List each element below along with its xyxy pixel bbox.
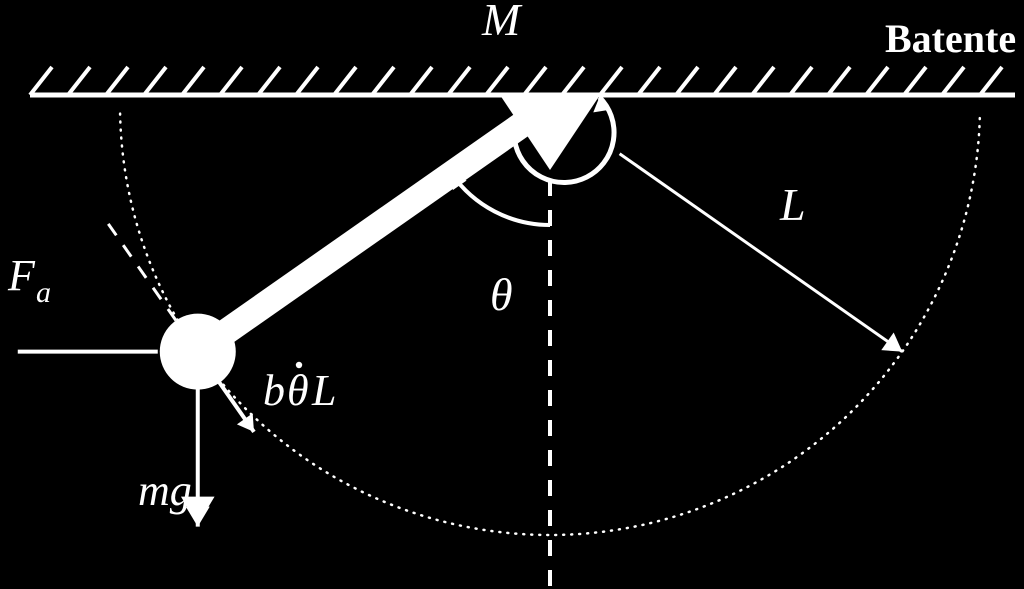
- label-thetadot: θ: [287, 366, 309, 415]
- ceiling-hatch: [676, 67, 698, 95]
- label-L: L: [779, 179, 806, 230]
- ceiling-hatch: [30, 67, 52, 95]
- ceiling-hatch: [372, 67, 394, 95]
- ceiling-hatch: [790, 67, 812, 95]
- ceiling-hatch: [258, 67, 280, 95]
- thetadot-overdot: [296, 362, 302, 368]
- length-L-arrow: [620, 154, 903, 352]
- label-mg: mg: [138, 466, 192, 515]
- ceiling-hatch: [410, 67, 432, 95]
- ceiling-hatch: [904, 67, 926, 95]
- ceiling-hatch: [334, 67, 356, 95]
- label-M: M: [481, 0, 523, 45]
- ceiling-hatch: [220, 67, 242, 95]
- ceiling-hatch: [296, 67, 318, 95]
- label-L-small: L: [311, 366, 336, 415]
- ceiling-hatch: [448, 67, 470, 95]
- ceiling-hatch: [942, 67, 964, 95]
- label-b: b: [263, 366, 285, 415]
- ceiling-hatch: [182, 67, 204, 95]
- ceiling-hatch: [524, 67, 546, 95]
- ceiling-hatch: [866, 67, 888, 95]
- ceiling-hatch: [980, 67, 1002, 95]
- label-batente: Batente: [885, 16, 1016, 61]
- theta-arc: [452, 174, 550, 225]
- ceiling-hatch: [638, 67, 660, 95]
- ceiling-hatch: [486, 67, 508, 95]
- label-theta: θ: [490, 269, 513, 320]
- ceiling-hatch: [68, 67, 90, 95]
- tangent-dash: [101, 214, 176, 320]
- ceiling-hatch: [106, 67, 128, 95]
- ceiling-hatch: [828, 67, 850, 95]
- ceiling-hatch: [144, 67, 166, 95]
- ceiling-hatch: [562, 67, 584, 95]
- ceiling-hatch: [600, 67, 622, 95]
- label-Fa-a: a: [36, 276, 51, 309]
- label-Fa-F: F: [7, 251, 36, 300]
- ceiling-hatch: [714, 67, 736, 95]
- ceiling-hatch: [752, 67, 774, 95]
